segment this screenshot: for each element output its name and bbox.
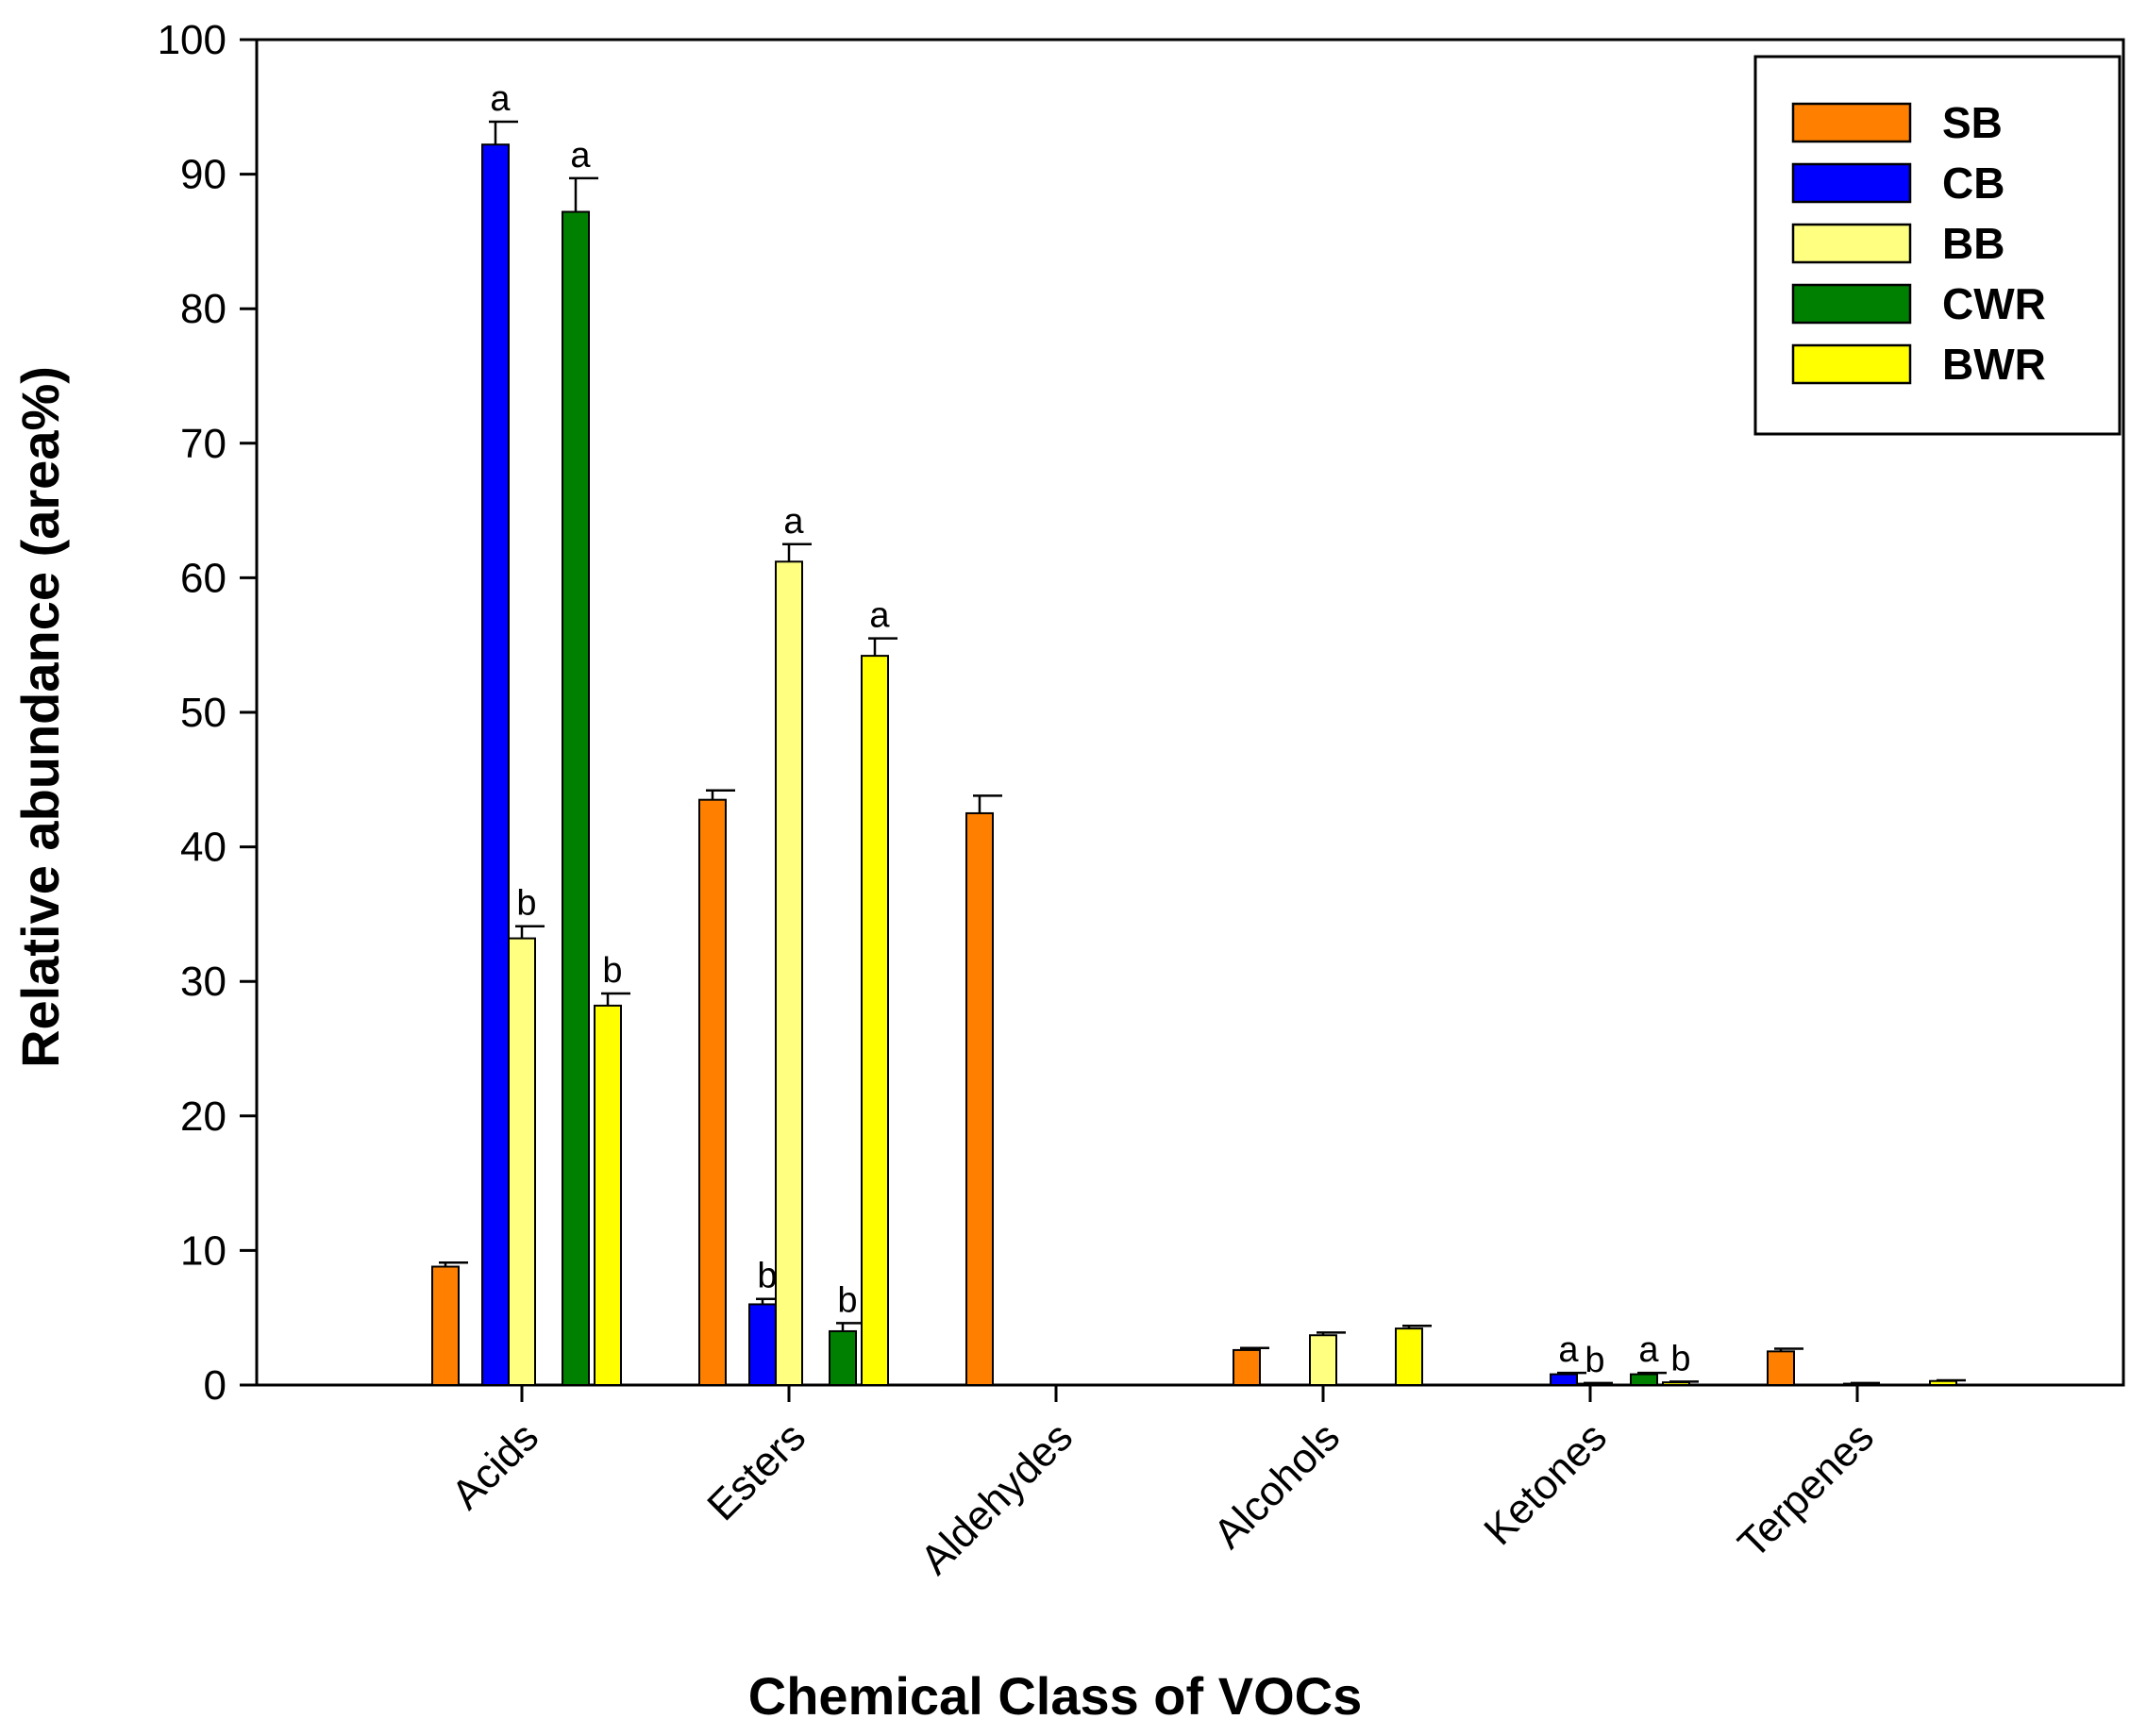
axes-layer: [240, 38, 2125, 1402]
bar-bb-alcohols: [1309, 1334, 1337, 1387]
significance-letter: b: [516, 884, 536, 924]
x-tick-label-esters: Esters: [698, 1413, 814, 1529]
y-tick-label: 50: [180, 690, 226, 736]
bar-cb-esters: [748, 1303, 777, 1386]
y-tick-label: 10: [180, 1227, 226, 1274]
y-tick-label: 90: [180, 152, 226, 198]
bar-bwr-terpenes: [1929, 1379, 1957, 1387]
significance-letter: b: [1670, 1339, 1690, 1378]
bar-sb-alcohols: [1233, 1348, 1261, 1386]
significance-letter: b: [757, 1257, 777, 1296]
legend-label-cb: CB: [1942, 159, 2004, 208]
significance-letter: a: [490, 79, 511, 119]
bar-cwr-esters: [829, 1329, 857, 1386]
bar-sb-acids: [431, 1265, 460, 1386]
bar-bb-esters: [775, 560, 803, 1386]
x-tick-label-acids: Acids: [443, 1413, 547, 1518]
y-tick-label: 40: [180, 825, 226, 871]
y-tick-label: 100: [158, 17, 226, 63]
bars-layer: [431, 120, 1966, 1387]
x-tick-label-ketones: Ketones: [1475, 1413, 1616, 1554]
x-axis-title: Chemical Class of VOCs: [748, 1666, 1362, 1726]
legend-swatch-cb: [1791, 162, 1912, 204]
y-tick-label: 80: [180, 286, 226, 332]
significance-letter: b: [1585, 1341, 1604, 1380]
y-tick-label: 20: [180, 1093, 226, 1140]
legend: SB CB BB CWR BWR: [1753, 55, 2122, 436]
significance-letter: b: [602, 951, 622, 991]
legend-swatch-cwr: [1791, 283, 1912, 325]
bar-cb-acids: [481, 143, 510, 1386]
legend-label-sb: SB: [1942, 98, 2003, 147]
significance-letter: a: [570, 136, 591, 175]
x-tick-label-alcohols: Alcohols: [1205, 1413, 1349, 1557]
labels-layer: 0 10 20 30 40 50 60 70 80 90 100 Acids Esters Aldehyd…: [158, 17, 1883, 1583]
bar-sb-terpenes: [1767, 1350, 1795, 1386]
y-tick-label: 70: [180, 421, 226, 467]
legend-label-bb: BB: [1942, 219, 2004, 268]
legend-swatch-bb: [1791, 223, 1912, 264]
significance-letter: a: [783, 502, 804, 542]
y-axis-title: Relative abundance (area%): [10, 366, 70, 1068]
significance-letter: a: [869, 596, 890, 636]
legend-swatch-bwr: [1791, 343, 1912, 385]
y-tick-label: 60: [180, 555, 226, 601]
bar-cwr-ketones: [1630, 1373, 1658, 1387]
bar-bwr-alcohols: [1395, 1327, 1423, 1387]
bar-sb-esters: [698, 798, 727, 1386]
bar-bb-acids: [508, 937, 536, 1386]
significance-letter: a: [1638, 1330, 1659, 1370]
significance-letter: a: [1558, 1330, 1579, 1370]
bar-sb-aldehydes: [965, 811, 994, 1386]
bar-bwr-acids: [594, 1004, 622, 1387]
bar-bwr-esters: [861, 655, 889, 1386]
x-tick-label-aldehydes: Aldehydes: [912, 1413, 1082, 1583]
legend-label-cwr: CWR: [1942, 279, 2046, 328]
bar-cb-ketones: [1550, 1373, 1578, 1387]
significance-letter: b: [837, 1280, 857, 1320]
bar-cwr-acids: [562, 210, 590, 1387]
y-tick-label: 0: [204, 1362, 226, 1409]
legend-label-bwr: BWR: [1942, 340, 2046, 389]
y-tick-label: 30: [180, 959, 226, 1005]
x-tick-label-terpenes: Terpenes: [1729, 1413, 1883, 1567]
legend-swatch-sb: [1791, 102, 1912, 143]
